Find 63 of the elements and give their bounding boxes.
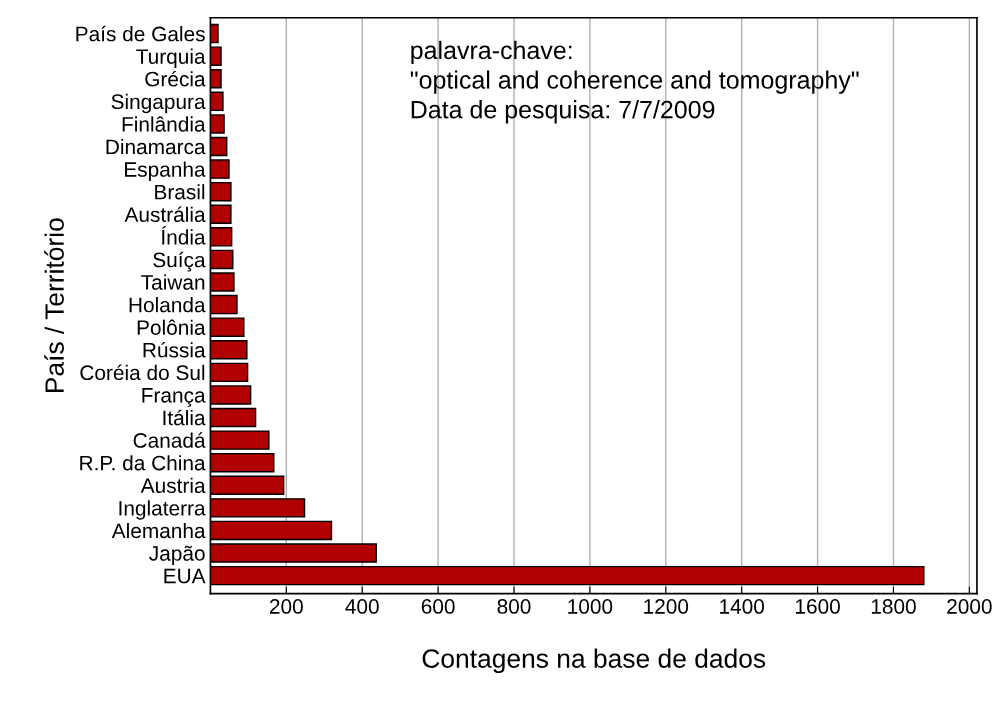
y-tick-label: R.P. da China <box>80 455 206 471</box>
y-tick-label: Austria <box>140 477 206 494</box>
x-tick-label: 1200 <box>644 599 689 614</box>
y-tick-label: Alemanha <box>111 522 206 539</box>
bar <box>210 159 230 179</box>
annotation: palavra-chave: "optical and coherence and tomography" Data de pesquisa: 7/7/2009 <box>410 40 859 124</box>
x-tick-label: 600 <box>421 599 455 614</box>
bar <box>210 498 306 518</box>
bar <box>210 181 232 202</box>
y-tick-label: Turquia <box>136 48 206 69</box>
y-tick-label: Austrália <box>124 206 206 223</box>
x-tick-label: 1800 <box>871 599 916 614</box>
bar <box>210 340 248 360</box>
x-tick-label: 1400 <box>720 599 765 614</box>
bar <box>210 543 377 563</box>
bar <box>210 249 234 270</box>
y-tick-label: Dinamarca <box>106 138 206 155</box>
y-tick-label: França <box>142 388 206 407</box>
bar <box>210 407 257 428</box>
y-tick-label: Grécia <box>145 70 206 87</box>
bar <box>210 114 225 134</box>
bar <box>210 69 222 89</box>
y-axis-title: País / Território <box>44 218 64 393</box>
y-tick-label: Japão <box>149 545 205 565</box>
y-tick-label: Itália <box>163 409 206 426</box>
y-tick-label: Holanda <box>129 297 206 313</box>
y-tick-label: EUA <box>164 568 206 584</box>
bar <box>210 136 228 157</box>
x-tick-label: 800 <box>497 599 531 614</box>
x-tick-label: 200 <box>269 599 303 614</box>
x-tick-label: 2000 <box>947 599 992 614</box>
x-tick-label: 1600 <box>795 599 840 614</box>
bar <box>210 565 925 586</box>
y-tick-label: Taiwan <box>141 274 205 290</box>
bar <box>210 23 219 44</box>
bar <box>210 520 333 541</box>
bar <box>210 362 249 383</box>
y-tick-label: Singapura <box>111 93 206 114</box>
bar <box>210 294 238 315</box>
y-tick-label: Suíça <box>153 251 206 272</box>
y-tick-label: Inglaterra <box>119 500 206 520</box>
y-tick-label: Finlândia <box>122 116 206 132</box>
y-tick-label: Rússia <box>143 341 206 358</box>
bar <box>210 227 233 247</box>
bar <box>210 430 270 450</box>
y-tick-label: Espanha <box>125 161 206 181</box>
y-tick-label: País de Gales <box>76 25 205 42</box>
y-tick-label: Polônia <box>137 319 206 335</box>
y-tick-label: Canadá <box>133 432 206 448</box>
y-tick-label: Brasil <box>155 184 205 200</box>
bar <box>210 475 285 496</box>
y-tick-label: Coréia do Sul <box>80 364 205 381</box>
x-axis-title: Contagens na base de dados <box>422 648 766 674</box>
y-tick-label: Índia <box>161 226 206 245</box>
bar <box>210 46 222 66</box>
bar <box>210 91 224 112</box>
x-tick-label: 1000 <box>568 599 613 614</box>
bar <box>210 452 275 473</box>
bar <box>210 317 245 337</box>
bar <box>210 272 235 292</box>
bar <box>210 204 232 224</box>
bar <box>210 385 252 405</box>
x-tick-label: 400 <box>345 599 379 614</box>
